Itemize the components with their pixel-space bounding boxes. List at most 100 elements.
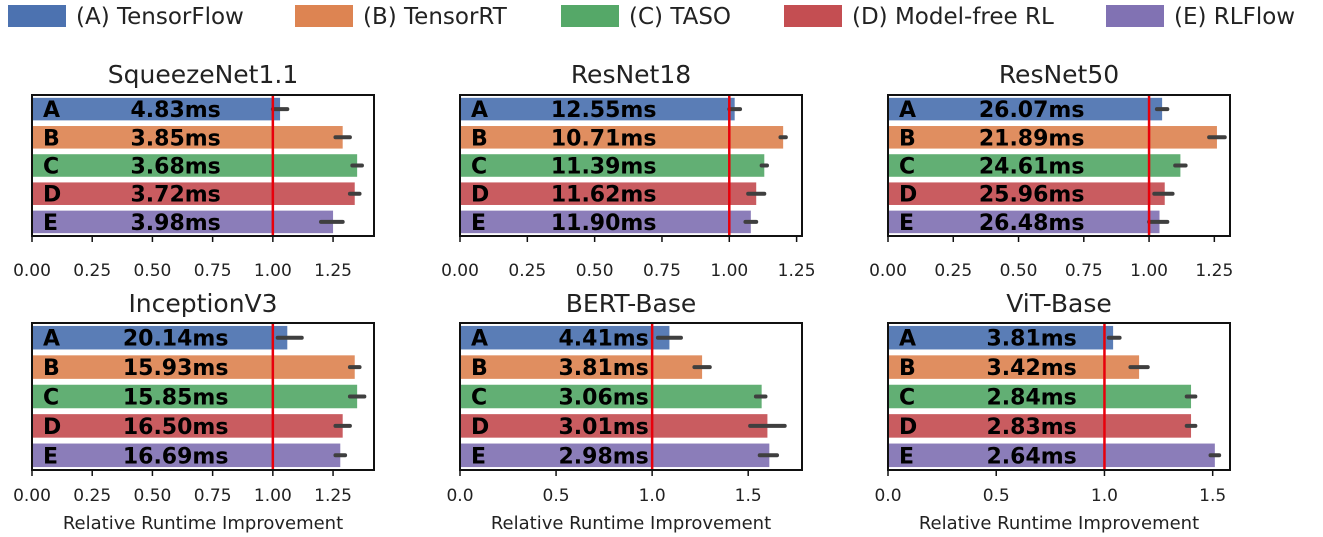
- legend-entry-b: (B) TensorRT: [295, 4, 508, 30]
- legend-label: (C) TASO: [629, 4, 731, 30]
- chart-panels: SqueezeNet1.1 A 4.83ms B 3.85ms C 3.68ms D 3.72m…: [13, 60, 1233, 534]
- bar-e: [460, 210, 751, 234]
- legend-entry-d: (D) Model-free RL: [784, 4, 1054, 30]
- bar-category-label: A: [471, 98, 488, 123]
- panel-title: BERT-Base: [566, 289, 696, 318]
- x-tick-label: 0.00: [869, 261, 907, 281]
- panel-title: ResNet50: [999, 60, 1119, 89]
- bar-category-label: D: [471, 183, 489, 208]
- x-tick-label: 1.0: [1091, 486, 1118, 506]
- bar-d: [32, 414, 343, 438]
- x-axis-label: Relative Runtime Improvement: [919, 513, 1199, 534]
- bar-value-label: 2.84ms: [986, 386, 1076, 411]
- bar-category-label: C: [43, 386, 59, 411]
- panel-title: InceptionV3: [128, 289, 277, 318]
- legend-label: (A) TensorFlow: [76, 4, 244, 30]
- bar-value-label: 2.64ms: [986, 444, 1076, 469]
- bar-value-label: 16.69ms: [123, 444, 229, 469]
- x-tick-label: 0.00: [441, 261, 479, 281]
- x-tick-label: 1.00: [1130, 261, 1168, 281]
- bar-category-label: E: [471, 444, 486, 469]
- bar-value-label: 11.90ms: [551, 211, 657, 236]
- bar-d: [460, 414, 768, 438]
- x-tick-label: 1.00: [254, 261, 292, 281]
- bar-value-label: 11.62ms: [551, 183, 657, 208]
- plot-frame: [887, 322, 1231, 471]
- bar-category-label: C: [43, 155, 59, 180]
- bar-value-label: 4.41ms: [558, 327, 648, 352]
- bar-c: [32, 384, 358, 409]
- bar-e: [32, 443, 341, 468]
- bar-d: [888, 182, 1165, 205]
- bar-a: [460, 97, 735, 121]
- bar-value-label: 3.81ms: [558, 356, 648, 381]
- bar-value-label: 2.83ms: [986, 415, 1076, 440]
- plot-frame: [459, 94, 803, 237]
- panel-title: SqueezeNet1.1: [108, 60, 299, 89]
- bar-c: [888, 384, 1192, 409]
- x-tick-label: 0.50: [133, 261, 171, 281]
- bar-category-label: C: [899, 155, 915, 180]
- bar-b: [888, 355, 1140, 379]
- bar-e: [888, 443, 1215, 468]
- x-tick-label: 0.75: [1065, 261, 1103, 281]
- bar-category-label: B: [43, 126, 60, 151]
- bar-category-label: B: [43, 356, 60, 381]
- bar-a: [32, 325, 288, 350]
- bar-value-label: 16.50ms: [123, 415, 229, 440]
- bar-c: [460, 384, 762, 409]
- panel-vit-base: ViT-Base A 3.81ms B 3.42ms C 2.84ms D 2.83ms E 2.6…: [874, 289, 1231, 534]
- x-tick-label: 0.75: [194, 261, 232, 281]
- bar-value-label: 20.14ms: [123, 327, 229, 352]
- legend-swatch: [784, 5, 842, 27]
- bar-value-label: 3.42ms: [986, 356, 1076, 381]
- bar-b: [32, 126, 343, 149]
- x-tick-label: 0.50: [1000, 261, 1038, 281]
- bar-value-label: 4.83ms: [130, 98, 220, 123]
- bar-category-label: C: [471, 155, 487, 180]
- legend-label: (B) TensorRT: [363, 4, 508, 30]
- panel-inceptionv3: InceptionV3 A 20.14ms B 15.93ms C 15.85ms D 16.5…: [13, 289, 375, 534]
- bar-category-label: D: [899, 183, 917, 208]
- bar-value-label: 3.68ms: [130, 155, 220, 180]
- legend-entry-c: (C) TASO: [561, 4, 731, 30]
- x-tick-label: 1.0: [639, 486, 666, 506]
- plot-frame: [31, 322, 375, 471]
- plot-frame: [887, 94, 1231, 237]
- bar-category-label: C: [471, 386, 487, 411]
- bar-category-label: A: [43, 98, 60, 123]
- bar-category-label: A: [899, 327, 916, 352]
- x-tick-label: 1.25: [778, 261, 816, 281]
- bar-c: [460, 154, 765, 177]
- x-tick-label: 0.00: [13, 486, 51, 506]
- panel-bert-base: BERT-Base A 4.41ms B 3.81ms C 3.06ms D 3.01ms E 2.…: [446, 289, 803, 534]
- bar-category-label: C: [899, 386, 915, 411]
- bar-value-label: 3.85ms: [130, 126, 220, 151]
- bar-d: [888, 414, 1192, 438]
- x-tick-label: 0.0: [874, 486, 901, 506]
- bar-a: [32, 97, 281, 121]
- x-tick-label: 0.75: [194, 486, 232, 506]
- bar-category-label: E: [471, 211, 486, 236]
- bar-category-label: B: [899, 356, 916, 381]
- bar-category-label: A: [43, 327, 60, 352]
- legend-swatch: [1106, 5, 1164, 27]
- bar-category-label: E: [43, 211, 58, 236]
- bar-e: [460, 443, 770, 468]
- x-tick-label: 0.25: [934, 261, 972, 281]
- bar-b: [460, 126, 784, 149]
- bar-a: [460, 325, 670, 350]
- panel-title: ResNet18: [571, 60, 691, 89]
- bar-c: [888, 154, 1181, 177]
- bar-value-label: 15.93ms: [123, 356, 229, 381]
- x-tick-label: 1.25: [314, 261, 352, 281]
- x-tick-label: 0.50: [576, 261, 614, 281]
- panel-resnet50: ResNet50 A 26.07ms B 21.89ms C 24.61ms D 25.96ms…: [869, 60, 1233, 281]
- legend-entry-e: (E) RLFlow: [1106, 4, 1295, 30]
- bar-a: [888, 325, 1114, 350]
- bar-b: [460, 355, 703, 379]
- bar-category-label: A: [471, 327, 488, 352]
- legend-swatch: [561, 5, 619, 27]
- bar-value-label: 24.61ms: [979, 155, 1085, 180]
- bar-value-label: 11.39ms: [551, 155, 657, 180]
